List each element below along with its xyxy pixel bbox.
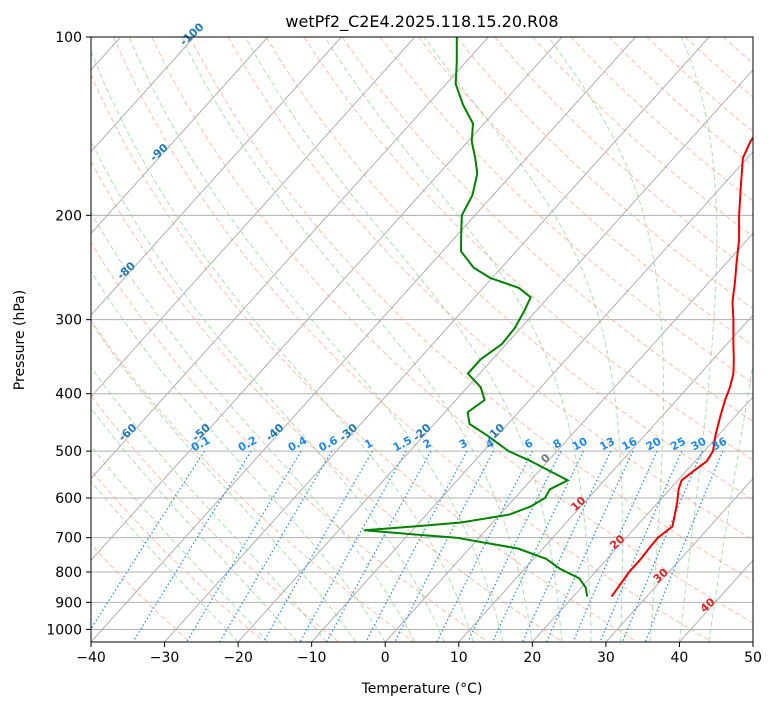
moist-adiabat-line [91, 140, 445, 642]
x-tick-label: 20 [523, 650, 541, 666]
y-tick-label: 700 [55, 531, 82, 547]
y-axis-label: Pressure (hPa) [12, 290, 28, 390]
mixing-ratio-label: 20 [644, 435, 664, 454]
isotherm-line [311, 150, 753, 642]
dry-adiabat-line [189, 37, 753, 582]
moist-adiabat-line [423, 37, 623, 642]
mixing-ratio-line [394, 450, 495, 642]
moist-adiabat-line [91, 49, 474, 642]
mixing-ratio-line [436, 450, 533, 642]
x-tick-label: 40 [671, 650, 689, 666]
axes: −40 −30 −20 −10 0 10 20 30 40 50 100 200 300 400 500 60… [46, 30, 762, 666]
isotherm-line [91, 37, 489, 480]
dry-adiabat-line [265, 37, 753, 501]
moist-adiabat-line [91, 407, 298, 642]
x-tick-label: 50 [744, 650, 762, 666]
mixing-ratio-label: 36 [710, 435, 730, 454]
dry-adiabat-line [91, 241, 489, 642]
mixing-ratio-line [467, 450, 562, 642]
y-tick-label: 400 [55, 387, 82, 403]
dry-adiabat-line [151, 37, 753, 624]
moist-adiabat-line [91, 321, 357, 642]
isotherm-line [531, 396, 753, 642]
mixing-ratio-label: 10 [570, 435, 590, 454]
temperature-series-line [610, 135, 753, 598]
x-tick-label: −30 [150, 650, 180, 666]
isotherm-line [237, 69, 753, 642]
dry-adiabat-line [91, 469, 265, 642]
moist-adiabat-line [547, 37, 664, 642]
x-tick-label: −20 [223, 650, 253, 666]
mixing-ratio-label: 16 [620, 435, 640, 454]
moist-adiabat-line [324, 37, 592, 642]
y-tick-label: 500 [55, 444, 82, 460]
mixing-ratio-label: 13 [597, 435, 617, 454]
x-tick-label: −10 [297, 650, 327, 666]
chart-title: wetPf2_C2E4.2025.118.15.20.R08 [285, 12, 558, 32]
dry-adiabat-line [303, 37, 753, 461]
isotherm-line [91, 37, 416, 398]
y-tick-label: 600 [55, 491, 82, 507]
isotherm-line [164, 37, 710, 642]
isotherm-line [91, 37, 636, 642]
dry-adiabat-line [418, 37, 753, 347]
y-tick-label: 200 [55, 208, 82, 224]
mixing-ratio-line [299, 450, 407, 642]
mixing-ratio-line [262, 450, 374, 642]
isotherm-line [91, 37, 195, 153]
profile-lines [363, 37, 753, 598]
x-tick-label: 10 [450, 650, 468, 666]
isotherm-line [458, 314, 753, 642]
mixing-ratio-line [326, 450, 432, 642]
isotherm-line [605, 477, 753, 642]
x-tick-label: −40 [76, 650, 106, 666]
moist-adiabat-line [91, 480, 239, 642]
x-tick-label: 30 [597, 650, 615, 666]
dry-adiabat-line [341, 37, 753, 422]
moist-adiabat-line [91, 211, 416, 642]
isotherm-line [91, 37, 269, 235]
moist-adiabat-line [708, 361, 753, 642]
mixing-ratio-label: 30 [689, 435, 709, 454]
mixing-ratio-line [644, 450, 724, 642]
dry-adiabat-line [91, 73, 638, 642]
dry-adiabat-line [91, 160, 563, 642]
y-tick-label: 1000 [46, 622, 82, 638]
isotherm-line [91, 37, 342, 316]
x-tick-label: 0 [381, 650, 390, 666]
mixing-ratio-line [521, 450, 612, 642]
y-tick-label: 300 [55, 313, 82, 329]
dry-adiabat-line [91, 543, 191, 642]
mixing-ratio-line [365, 450, 468, 642]
plot-background-lines [91, 37, 753, 642]
moist-adiabat-line [128, 37, 504, 642]
mixing-ratio-line [492, 450, 585, 642]
y-tick-label: 100 [55, 30, 82, 46]
dry-adiabat-line [456, 37, 753, 310]
moist-adiabat-line [244, 37, 563, 642]
moist-adiabat-line [91, 445, 268, 642]
y-tick-label: 900 [55, 595, 82, 611]
moist-adiabat-line [181, 37, 533, 642]
mixing-ratio-label: 25 [668, 435, 688, 454]
plot-frame [90, 36, 754, 643]
y-tick-label: 800 [55, 565, 82, 581]
dry-adiabat-line [91, 395, 340, 642]
mixing-ratio-line [132, 450, 252, 642]
mixing-ratio-line [546, 450, 634, 642]
dewpoint-series-line [363, 37, 589, 597]
dry-adiabat-line [379, 37, 753, 384]
x-axis-label: Temperature (°C) [361, 681, 483, 697]
moist-adiabat-line [91, 270, 386, 642]
moist-adiabat-line [678, 37, 718, 642]
